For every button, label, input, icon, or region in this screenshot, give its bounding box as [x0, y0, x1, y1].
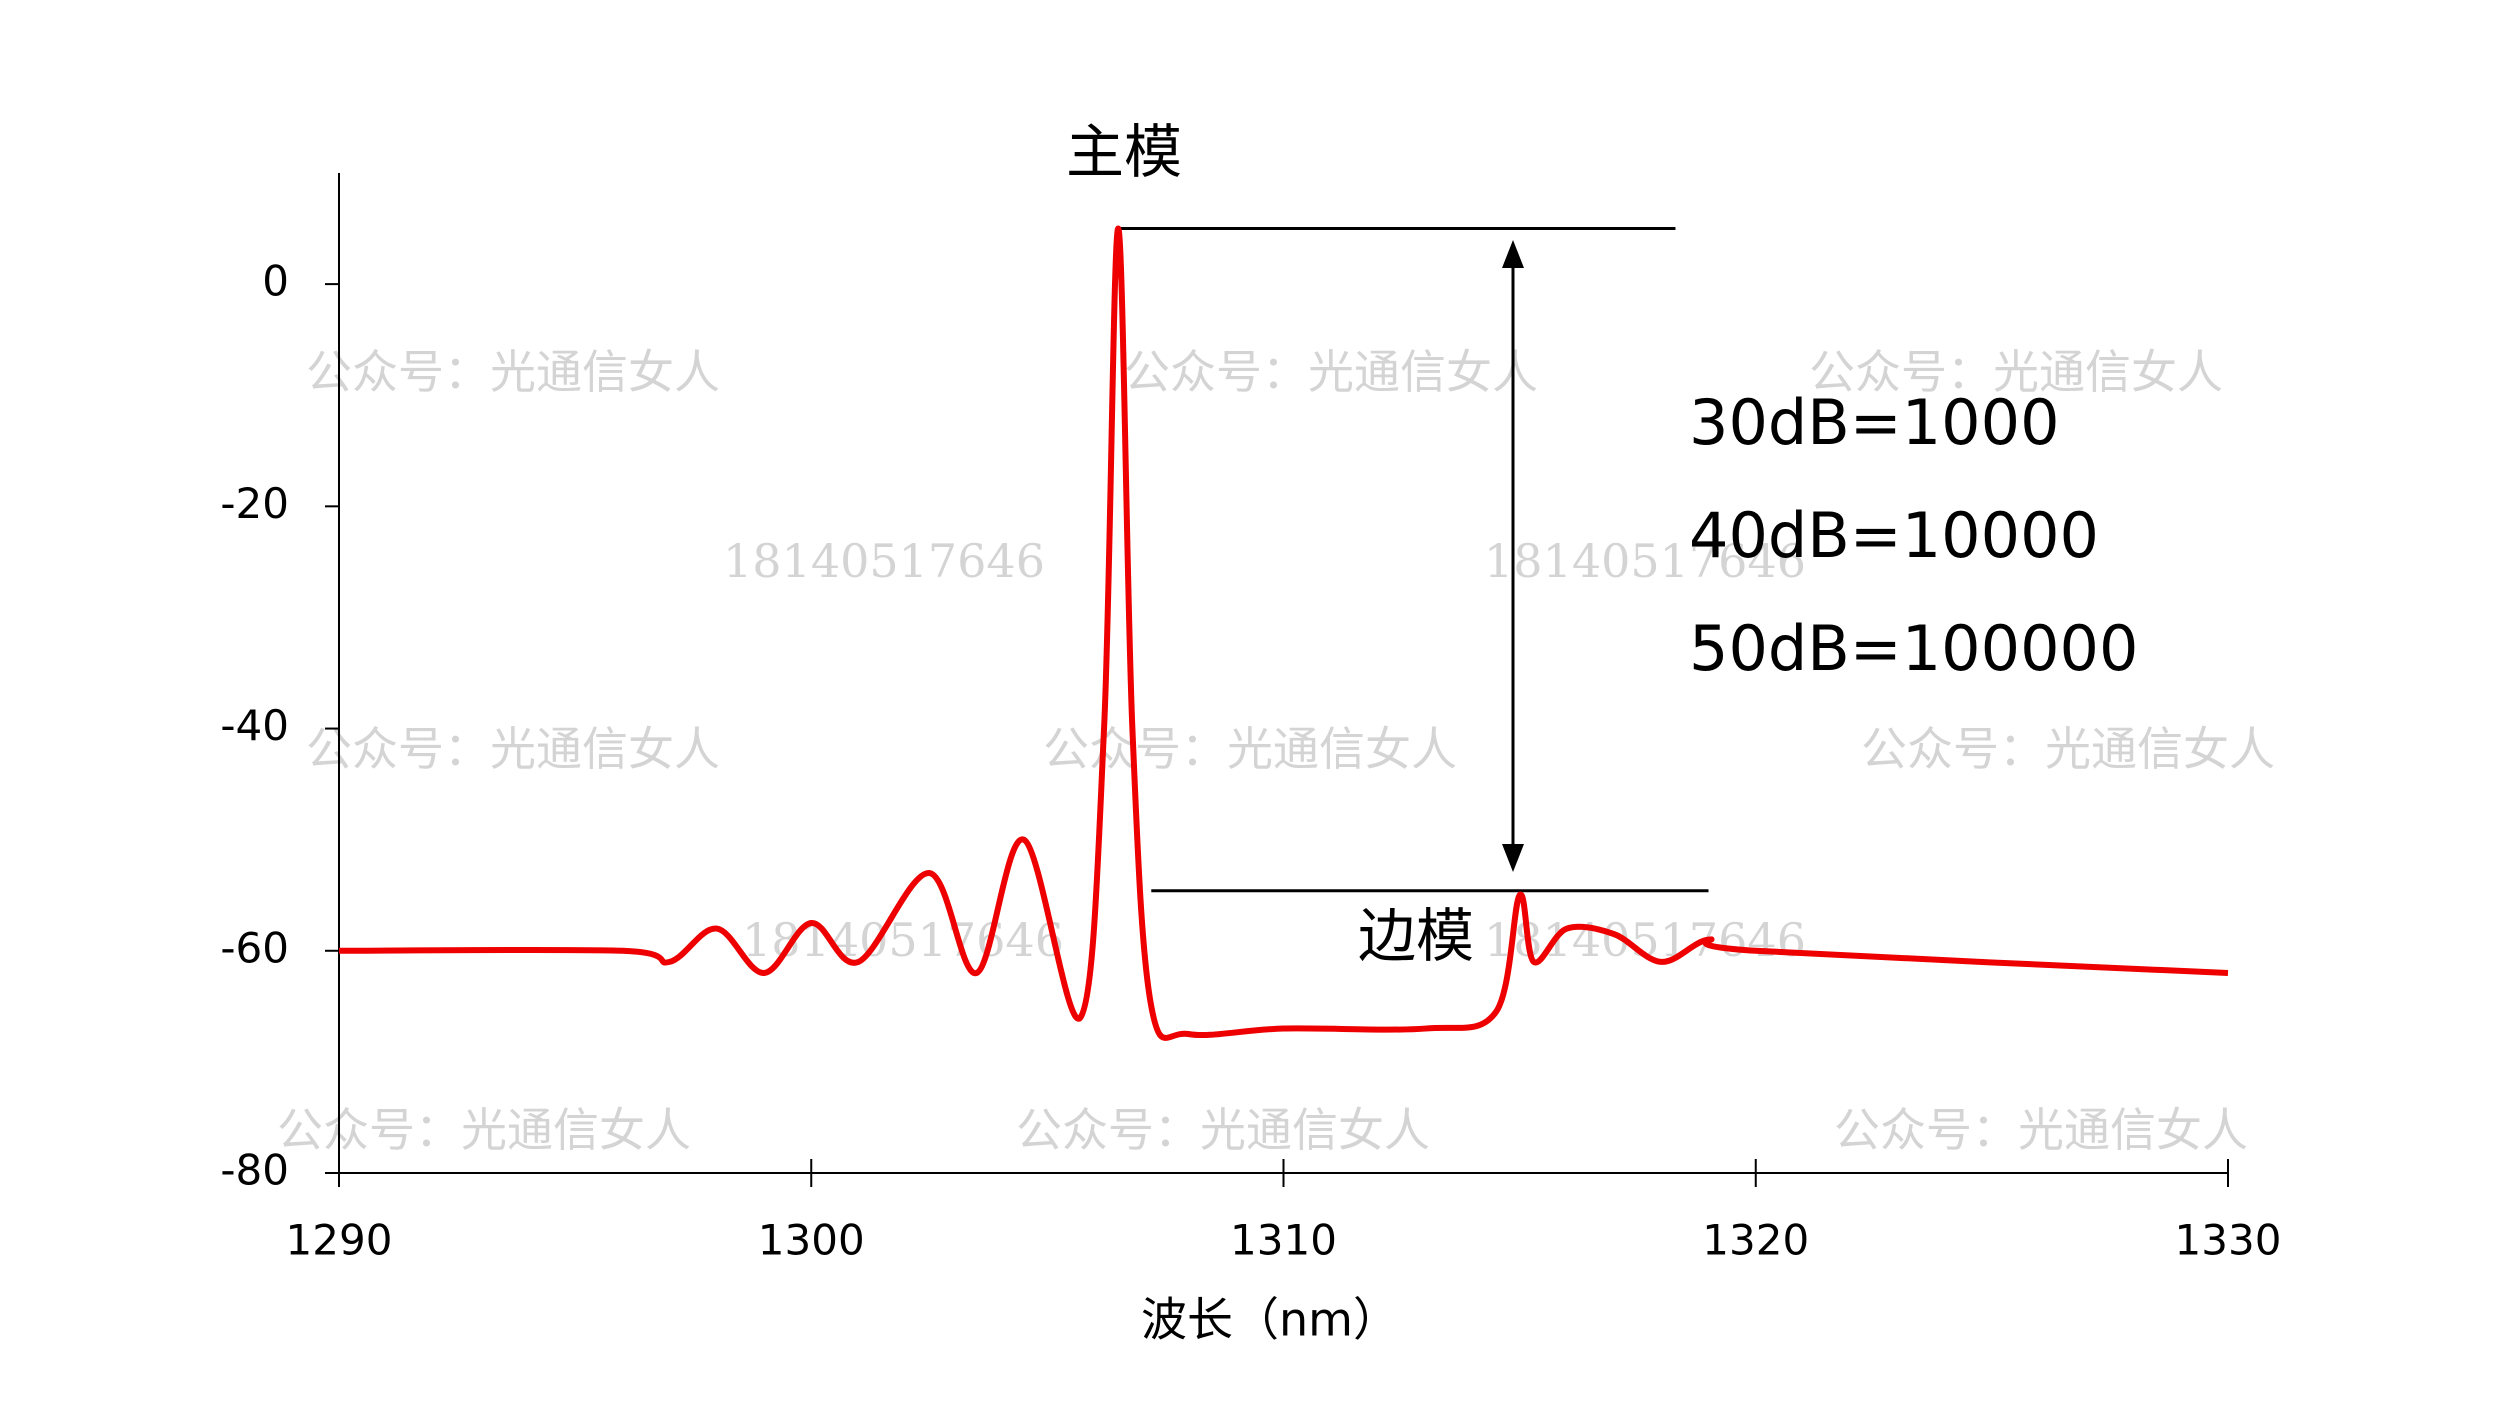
- y-tick-label: -40: [220, 701, 289, 750]
- ref-label: 边模: [1358, 902, 1474, 970]
- x-tick-label: 1310: [1230, 1216, 1337, 1265]
- watermark: 公众号：光通信女人: [1016, 1103, 1430, 1157]
- watermark: 公众号：光通信女人: [1834, 1103, 2248, 1157]
- watermark: 公众号：光通信女人: [306, 345, 720, 399]
- spectrum-line: [338, 225, 2229, 1041]
- watermark: 18140517646: [1484, 534, 1806, 588]
- x-tick-label: 1290: [286, 1216, 393, 1265]
- note: 40dB=10000: [1689, 499, 2099, 572]
- x-tick-label: 1300: [758, 1216, 865, 1265]
- x-tick-label: 1330: [2175, 1216, 2282, 1265]
- watermark: 公众号：光通信女人: [306, 722, 720, 776]
- watermark: 公众号：光通信女人: [1124, 345, 1538, 399]
- note: 50dB=100000: [1689, 612, 2138, 685]
- y-tick-label: -60: [220, 923, 289, 972]
- watermark: 公众号：光通信女人: [277, 1103, 691, 1157]
- y-tick-label: -80: [220, 1146, 289, 1195]
- x-axis-label: 波长（nm）: [1141, 1293, 1399, 1347]
- watermark: 公众号：光通信女人: [1861, 722, 2275, 776]
- arrow-head: [1502, 240, 1524, 268]
- x-tick-label: 1320: [1702, 1216, 1809, 1265]
- y-tick-label: 0: [262, 257, 289, 306]
- ref-label: 主模: [1066, 118, 1182, 186]
- arrow-head: [1502, 844, 1524, 872]
- watermark: 公众号：光通信女人: [1043, 722, 1457, 776]
- y-tick-label: -20: [220, 479, 289, 528]
- watermark: 18140517646: [723, 534, 1045, 588]
- watermark: 公众号：光通信女人: [1809, 345, 2223, 399]
- note: 30dB=1000: [1689, 386, 2060, 459]
